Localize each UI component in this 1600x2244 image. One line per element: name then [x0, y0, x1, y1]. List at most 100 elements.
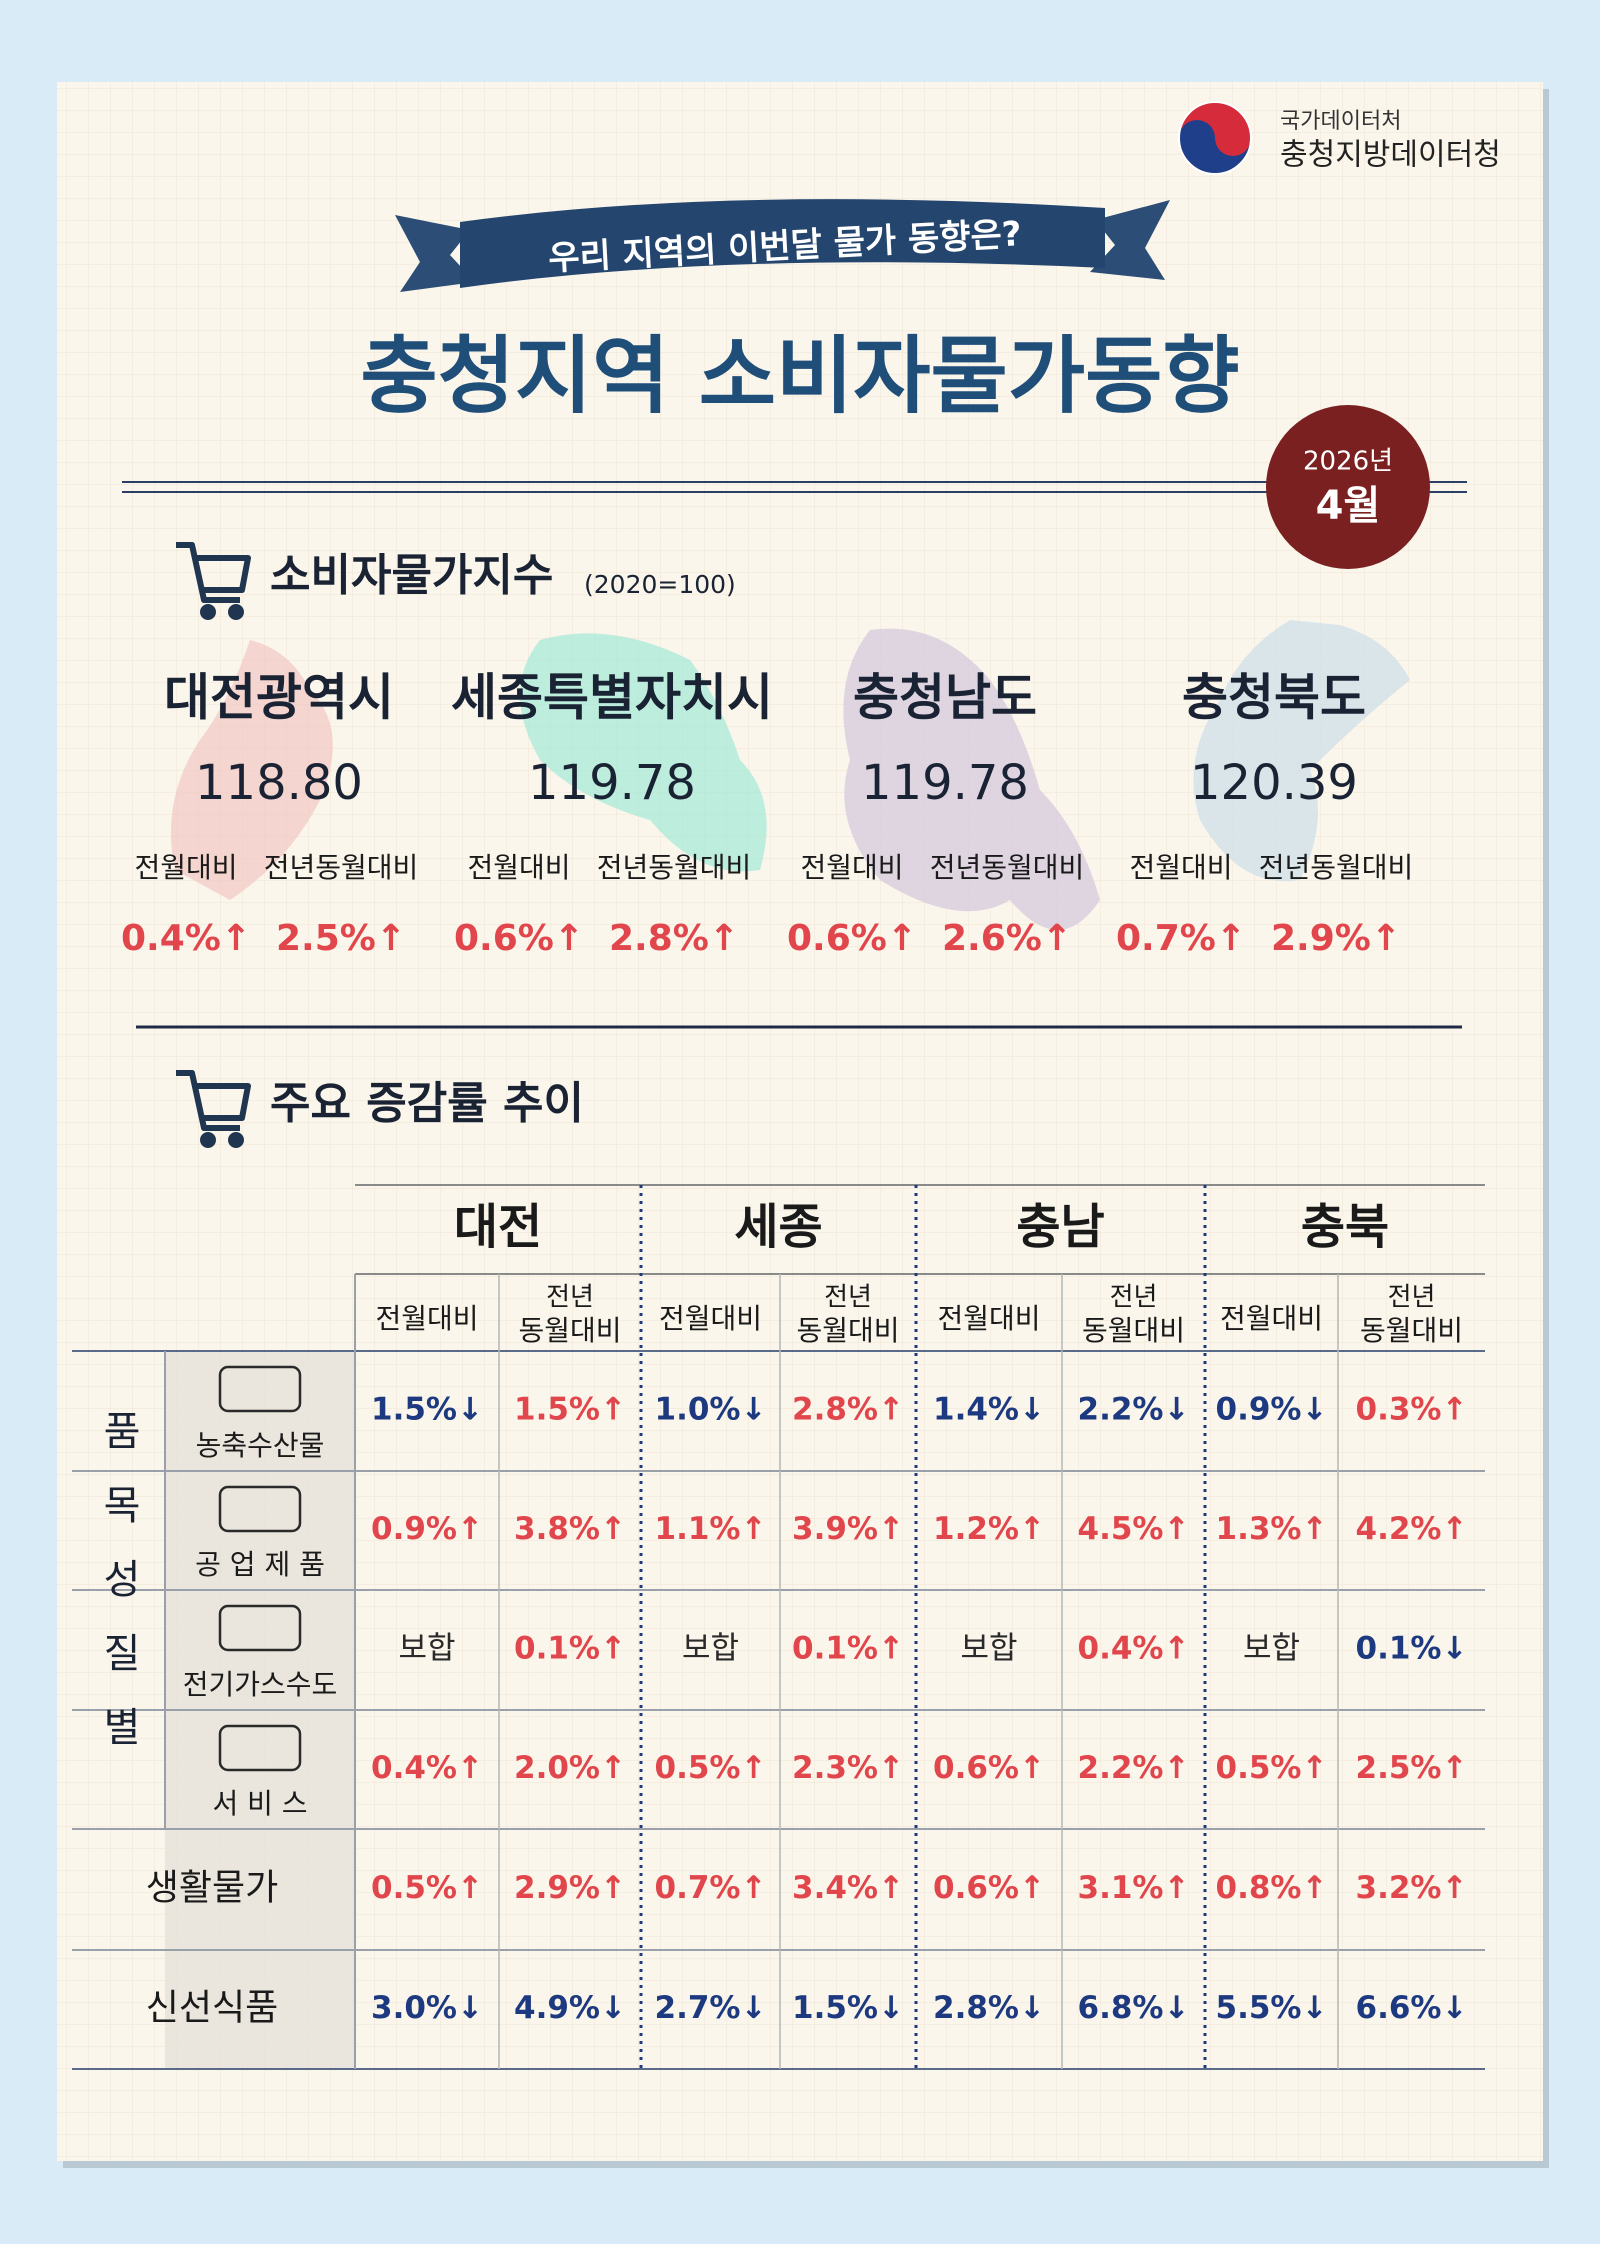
- section-title: 주요 증감률 추이: [270, 1078, 584, 1129]
- cell-value: 6.6%↓: [1356, 1990, 1468, 2026]
- index-values: 대전광역시 118.80 전월대비 전년동월대비 0.4%↑ 2.5%↑ 세종특별자치시 11…: [121, 669, 1413, 960]
- region-name: 충청남도: [853, 669, 1037, 727]
- cell-value: 1.4%↓: [933, 1392, 1045, 1428]
- cell-value: 4.9%↓: [514, 1990, 626, 2026]
- change-value: 2.9%↑: [1271, 918, 1401, 959]
- cell-value: 3.1%↑: [1078, 1870, 1190, 1906]
- cell-value: 2.0%↑: [514, 1750, 626, 1786]
- cell-value: 2.8%↓: [933, 1990, 1045, 2026]
- cell-value: 0.8%↑: [1216, 1870, 1328, 1906]
- change-label: 전년동월대비: [930, 851, 1085, 884]
- logo: [1178, 101, 1252, 175]
- column-header: 전월대비: [375, 1302, 478, 1335]
- section-base: (2020=100): [584, 570, 736, 599]
- cell-value: 보합: [398, 1631, 455, 1667]
- index-value: 118.80: [195, 755, 363, 811]
- change-label: 전월대비: [134, 851, 237, 884]
- column-header: 전년: [1110, 1283, 1158, 1313]
- change-label: 전월대비: [1129, 851, 1232, 884]
- cell-value: 1.1%↑: [655, 1511, 767, 1547]
- cell-value: 2.9%↑: [514, 1870, 626, 1906]
- cell-value: 1.5%↓: [371, 1392, 483, 1428]
- office-name: 충청지방데이터청: [1280, 138, 1501, 173]
- column-header: 전월대비: [1220, 1302, 1323, 1335]
- cell-value: 3.2%↑: [1356, 1870, 1468, 1906]
- cell-value: 0.5%↑: [1216, 1750, 1328, 1786]
- cell-value: 3.8%↑: [514, 1511, 626, 1547]
- change-value: 0.6%↑: [454, 918, 584, 959]
- cell-value: 2.7%↓: [655, 1990, 767, 2026]
- row-label: 농축수산물: [196, 1429, 325, 1462]
- change-value: 0.6%↑: [787, 918, 917, 959]
- column-header: 전월대비: [659, 1302, 762, 1335]
- cell-value: 0.6%↑: [933, 1750, 1045, 1786]
- row-label: 서 비 스: [212, 1787, 307, 1820]
- column-header: 동월대비: [1360, 1314, 1463, 1347]
- change-value: 2.5%↑: [276, 918, 406, 959]
- change-label: 전년동월대비: [264, 851, 419, 884]
- row-label: 생활물가: [146, 1868, 278, 1909]
- cell-value: 1.0%↓: [655, 1392, 767, 1428]
- badge-month: 4월: [1316, 483, 1381, 529]
- cell-value: 2.2%↑: [1078, 1750, 1190, 1786]
- column-header: 전년: [1388, 1283, 1436, 1313]
- cell-value: 0.5%↑: [655, 1750, 767, 1786]
- cell-value: 0.1%↑: [792, 1631, 904, 1667]
- cell-value: 0.1%↓: [1356, 1631, 1468, 1667]
- agency-name: 국가데이터처: [1280, 109, 1401, 134]
- cell-value: 보합: [1243, 1631, 1300, 1667]
- group-label: 품목성질별: [95, 1410, 141, 1780]
- change-value: 0.7%↑: [1116, 918, 1246, 959]
- cell-value: 2.3%↑: [792, 1750, 904, 1786]
- cell-value: 4.5%↑: [1078, 1511, 1190, 1547]
- change-value: 0.4%↑: [121, 918, 251, 959]
- region-header: 충남: [1016, 1199, 1104, 1255]
- row-label: 신선식품: [146, 1988, 278, 2029]
- section-title: 소비자물가지수: [270, 550, 553, 601]
- cell-value: 0.3%↑: [1356, 1392, 1468, 1428]
- map-chungbuk: [1193, 620, 1410, 882]
- cell-value: 2.5%↑: [1356, 1750, 1468, 1786]
- region-name: 충청북도: [1182, 669, 1366, 727]
- banner-ribbon: [395, 199, 1170, 292]
- column-header: 동월대비: [796, 1314, 899, 1347]
- column-header: 전년: [546, 1283, 594, 1313]
- cell-value: 0.5%↑: [371, 1870, 483, 1906]
- cell-value: 1.3%↑: [1216, 1511, 1328, 1547]
- item-icon: [218, 1485, 302, 1533]
- region-name: 대전광역시: [164, 669, 394, 727]
- cell-value: 0.4%↑: [1078, 1631, 1190, 1667]
- region-name: 세종특별자치시: [451, 669, 773, 727]
- change-value: 2.8%↑: [609, 918, 739, 959]
- map-daejeon: [170, 640, 333, 900]
- item-icon: [218, 1604, 302, 1652]
- column-header: 동월대비: [1082, 1314, 1185, 1347]
- index-value: 120.39: [1190, 755, 1358, 811]
- cell-value: 2.2%↓: [1078, 1392, 1190, 1428]
- change-value: 2.6%↑: [942, 918, 1072, 959]
- cell-value: 1.5%↓: [792, 1990, 904, 2026]
- cell-value: 보합: [960, 1631, 1017, 1667]
- map-chungnam: [843, 628, 1100, 930]
- cell-value: 1.5%↑: [514, 1392, 626, 1428]
- cart-icon: [176, 542, 251, 620]
- cell-value: 0.6%↑: [933, 1870, 1045, 1906]
- column-header: 전월대비: [937, 1302, 1040, 1335]
- row-label: 전기가스수도: [183, 1668, 338, 1701]
- main-title: 충청지역 소비자물가동향: [360, 327, 1239, 425]
- cell-value: 1.2%↑: [933, 1511, 1045, 1547]
- item-icon: [218, 1365, 302, 1413]
- change-label: 전년동월대비: [1259, 851, 1414, 884]
- cell-value: 0.7%↑: [655, 1870, 767, 1906]
- column-header: 동월대비: [518, 1314, 621, 1347]
- cell-value: 4.2%↑: [1356, 1511, 1468, 1547]
- region-header: 대전: [454, 1199, 542, 1255]
- cell-value: 3.0%↓: [371, 1990, 483, 2026]
- cell-value: 0.9%↓: [1216, 1392, 1328, 1428]
- index-value: 119.78: [528, 755, 696, 811]
- region-header: 세종: [734, 1199, 822, 1255]
- cell-value: 2.8%↑: [792, 1392, 904, 1428]
